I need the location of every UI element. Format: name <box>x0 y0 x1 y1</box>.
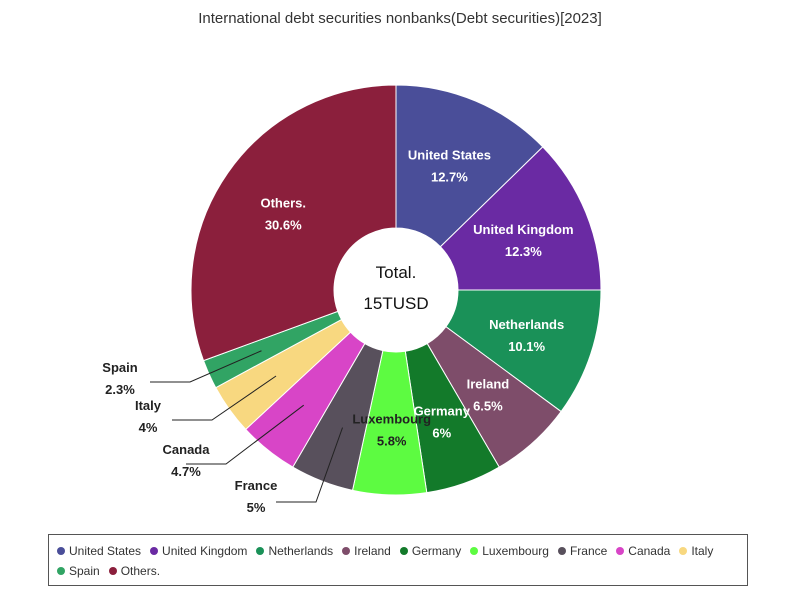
slice-value-united-kingdom: 12.3% <box>505 244 542 259</box>
chart-legend: United States United Kingdom Netherlands Ir… <box>48 534 748 586</box>
legend-item-italy[interactable]: Italy <box>679 541 713 561</box>
legend-label: Spain <box>69 564 100 578</box>
leader-line-france <box>276 427 343 503</box>
legend-marker-icon <box>399 547 408 555</box>
legend-marker-icon <box>57 547 65 555</box>
slice-value-netherlands: 10.1% <box>508 339 545 354</box>
legend-marker-icon <box>108 567 117 575</box>
leader-line-italy <box>172 375 277 421</box>
legend-label: Canada <box>628 544 671 558</box>
slice-value-spain: 2.3% <box>105 382 135 397</box>
slice-value-canada: 4.7% <box>171 464 201 479</box>
donut-hole <box>334 228 458 352</box>
legend-label: Netherlands <box>268 544 334 558</box>
slice-name-others: Others. <box>260 195 306 210</box>
legend-label: Others. <box>120 564 161 578</box>
legend-label: France <box>569 544 608 558</box>
legend-item-canada[interactable]: Canada <box>616 541 670 561</box>
slice-name-ireland: Ireland <box>467 376 510 391</box>
center-label-line1: Total. <box>376 263 417 282</box>
legend-label: Italy <box>691 544 714 558</box>
chart-title: International debt securities nonbanks(D… <box>198 10 602 27</box>
legend-label: Ireland <box>354 544 391 558</box>
slice-name-canada: Canada <box>163 442 211 457</box>
legend-item-germany[interactable]: Germany <box>399 541 462 561</box>
slice-name-united-kingdom: United Kingdom <box>473 222 573 237</box>
legend-marker-icon <box>342 547 351 555</box>
slice-name-spain: Spain <box>102 360 137 375</box>
legend-item-spain[interactable]: Spain <box>57 561 100 581</box>
legend-label: Luxembourg <box>482 544 549 558</box>
slice-name-netherlands: Netherlands <box>489 317 564 332</box>
slice-name-united-states: United States <box>408 147 491 162</box>
legend-label: United Kingdom <box>162 544 248 558</box>
legend-marker-icon <box>616 547 625 555</box>
slice-value-italy: 4% <box>139 420 158 435</box>
slice-value-ireland: 6.5% <box>473 398 503 413</box>
legend-marker-icon <box>150 547 159 555</box>
legend-item-france[interactable]: France <box>557 541 608 561</box>
legend-label: Germany <box>411 544 462 558</box>
slice-name-luxembourg: Luxembourg <box>352 411 431 426</box>
slice-value-germany: 6% <box>432 426 451 441</box>
donut-chart: United States 12.7% United Kingdom 12.3% Net… <box>102 84 602 515</box>
legend-item-united-states[interactable]: United States <box>57 541 141 561</box>
legend-marker-icon <box>256 547 265 555</box>
legend-item-ireland[interactable]: Ireland <box>342 541 391 561</box>
slice-name-france: France <box>235 478 278 493</box>
legend-marker-icon <box>557 547 566 555</box>
center-label-line2: 15TUSD <box>363 294 428 313</box>
leader-line-canada <box>186 404 305 465</box>
slice-value-france: 5% <box>247 500 266 515</box>
slice-name-italy: Italy <box>135 398 162 413</box>
slice-value-united-states: 12.7% <box>431 169 468 184</box>
slice-value-luxembourg: 5.8% <box>377 433 407 448</box>
legend-item-luxembourg[interactable]: Luxembourg <box>470 541 549 561</box>
legend-marker-icon <box>679 547 688 555</box>
legend-marker-icon <box>57 567 65 575</box>
slice-name-germany: Germany <box>414 404 471 419</box>
legend-label: United States <box>69 544 142 558</box>
legend-item-others[interactable]: Others. <box>108 561 161 581</box>
legend-item-netherlands[interactable]: Netherlands <box>256 541 333 561</box>
legend-marker-icon <box>470 547 479 555</box>
leader-line-spain <box>150 350 262 383</box>
legend-item-united-kingdom[interactable]: United Kingdom <box>150 541 247 561</box>
slice-value-others: 30.6% <box>265 217 302 232</box>
